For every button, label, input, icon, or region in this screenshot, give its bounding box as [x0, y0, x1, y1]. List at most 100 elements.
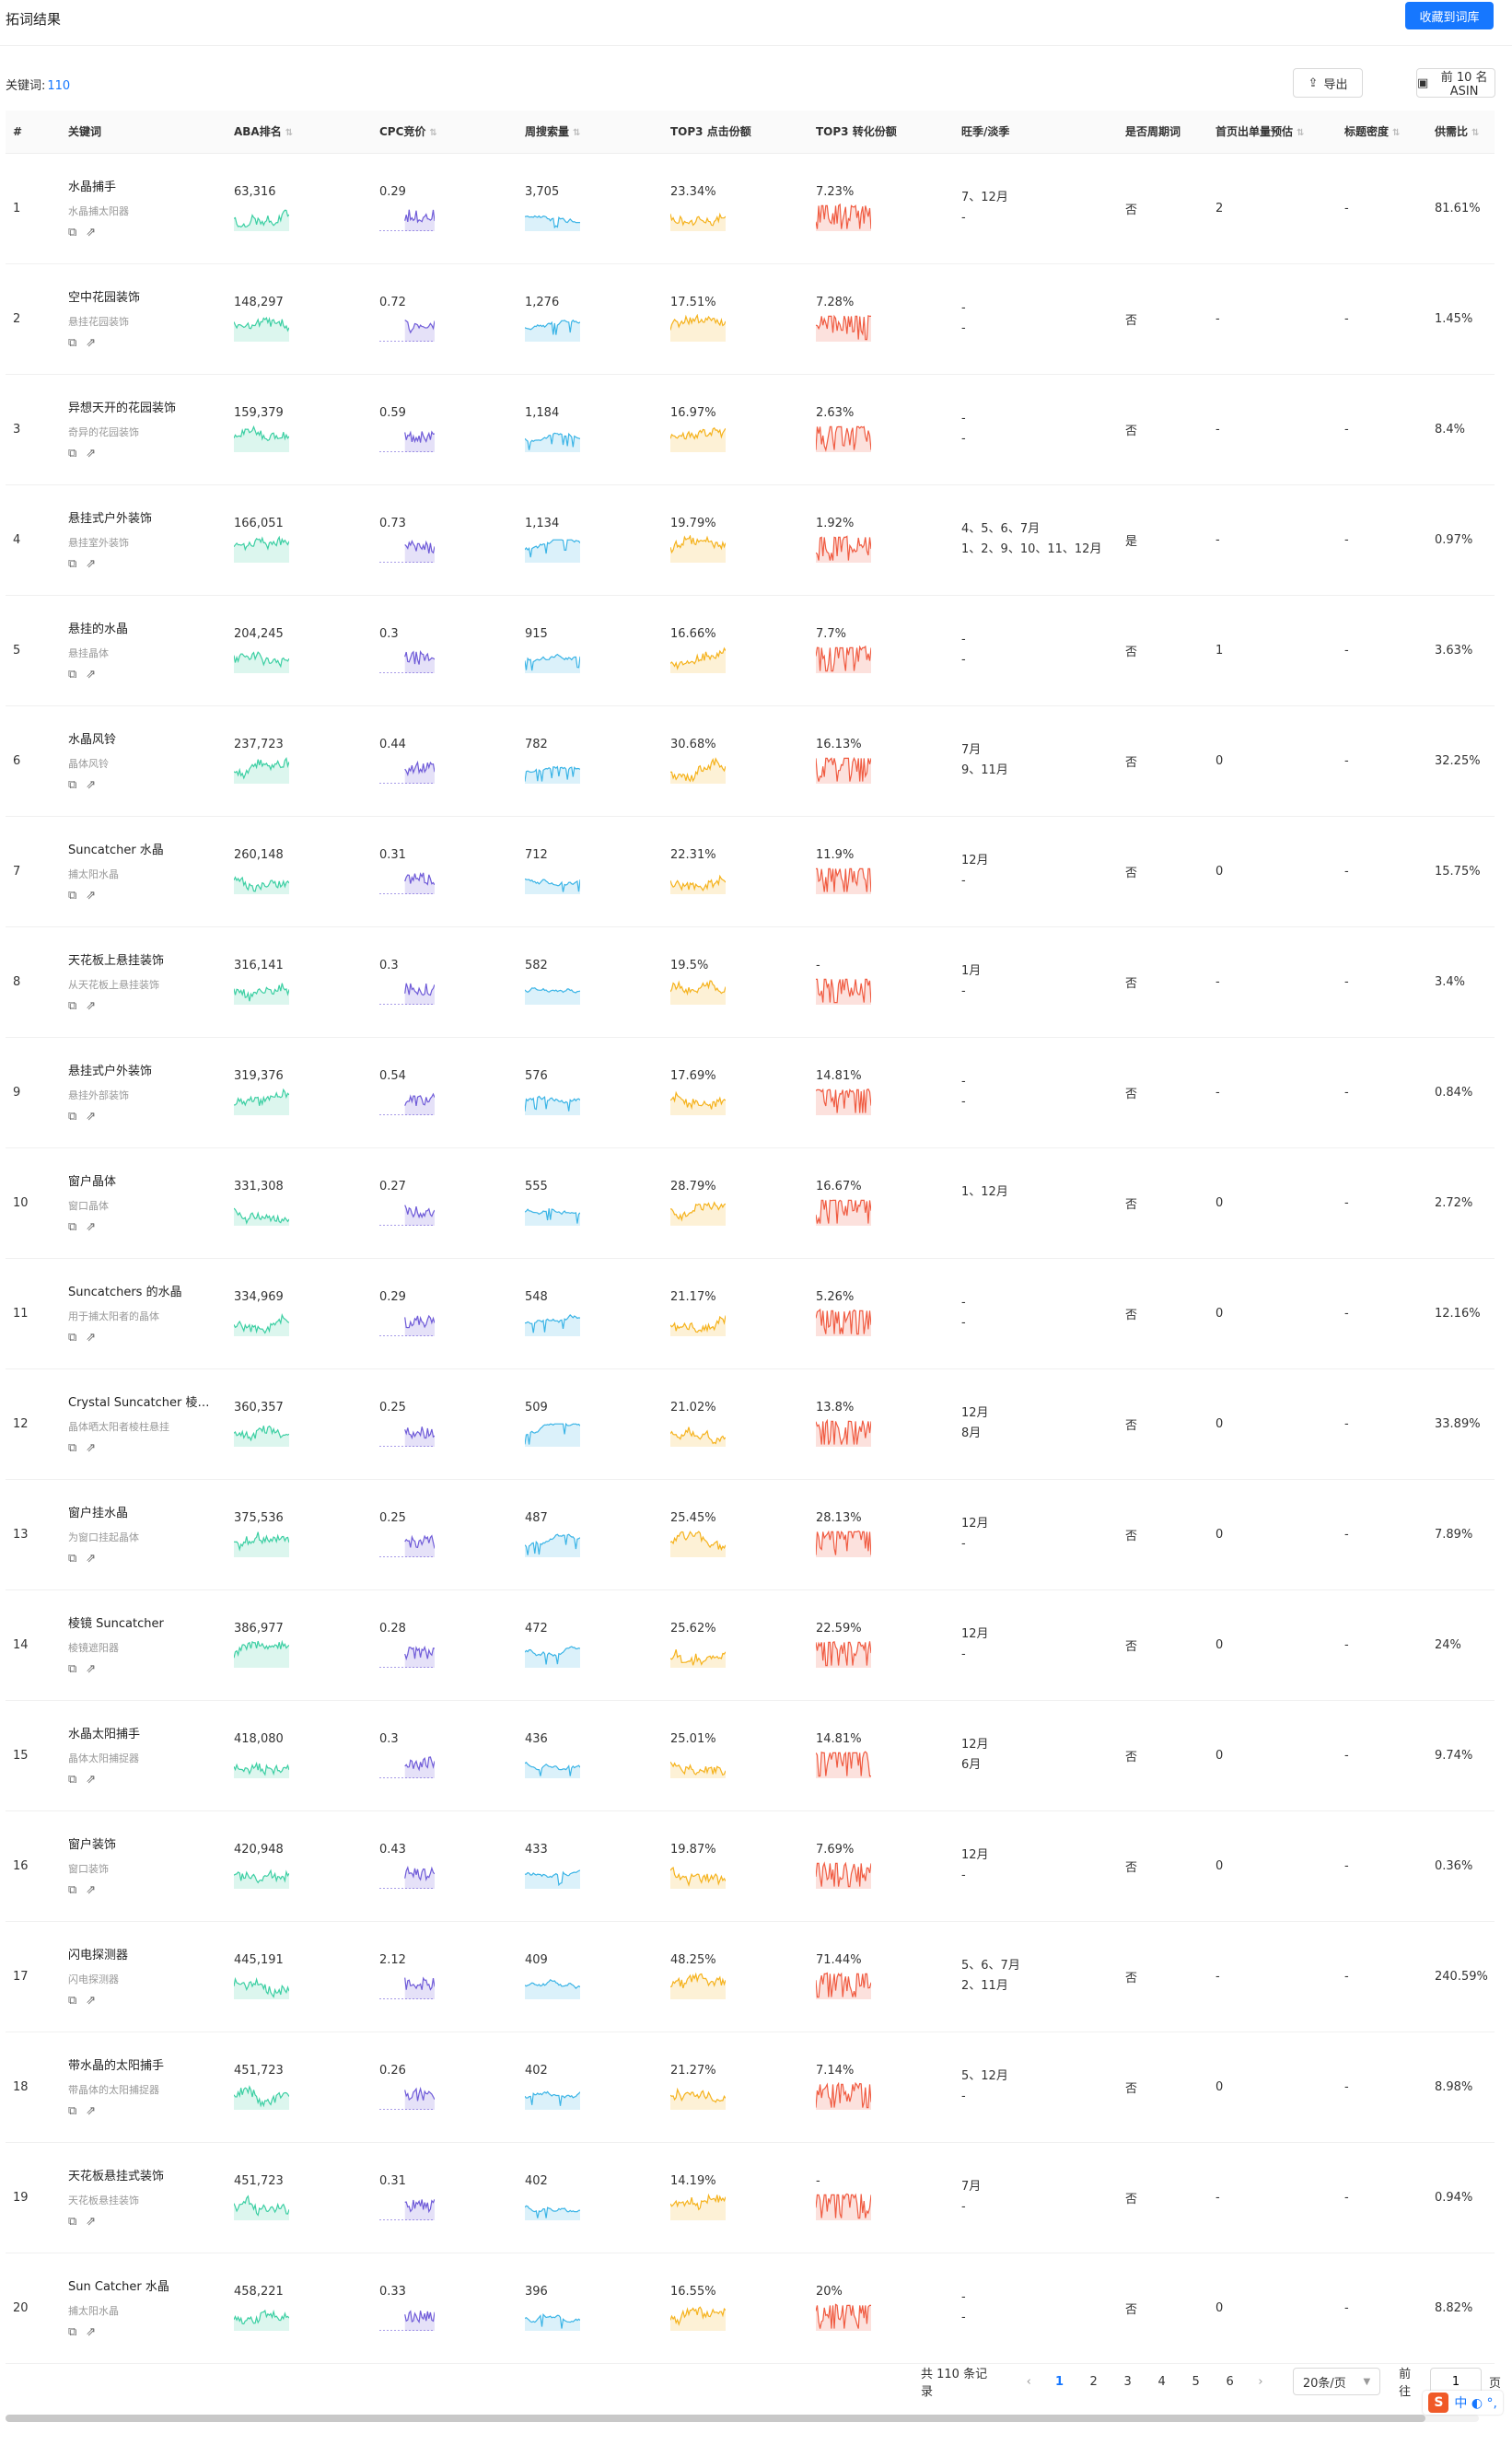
keyword-text[interactable]: 天花板上悬挂装饰	[68, 954, 165, 968]
horizontal-scrollbar[interactable]	[6, 2415, 1479, 2422]
copy-icon[interactable]: ⧉	[68, 557, 77, 571]
keyword-text[interactable]: 悬挂的水晶	[68, 623, 129, 636]
share-icon[interactable]: ⇗	[86, 999, 97, 1013]
title-density: -	[1344, 311, 1349, 326]
keyword-text[interactable]: 棱镜 Suncatcher	[68, 1617, 164, 1631]
prev-page-icon[interactable]: ‹	[1026, 2374, 1031, 2389]
copy-icon[interactable]: ⧉	[68, 226, 77, 239]
keyword-text[interactable]: Sun Catcher 水晶	[68, 2280, 169, 2294]
keyword-text[interactable]: Suncatchers 的水晶	[68, 1286, 182, 1299]
col-header-first-page[interactable]: 首页出单量预估 ⇅	[1208, 111, 1337, 154]
copy-icon[interactable]: ⧉	[68, 1994, 77, 2008]
share-icon[interactable]: ⇗	[86, 1883, 97, 1897]
copy-icon[interactable]: ⧉	[68, 1110, 77, 1124]
sort-icon[interactable]: ⇅	[285, 128, 294, 139]
copy-icon[interactable]: ⧉	[68, 447, 77, 460]
share-icon[interactable]: ⇗	[86, 1110, 97, 1124]
share-icon[interactable]: ⇗	[86, 1552, 97, 1566]
keyword-text[interactable]: 窗户晶体	[68, 1175, 117, 1189]
copy-icon[interactable]: ⧉	[68, 1662, 77, 1676]
copy-icon[interactable]: ⧉	[68, 889, 77, 902]
keyword-text[interactable]: 空中花园装饰	[68, 291, 141, 305]
page-number[interactable]: 1	[1055, 2374, 1064, 2389]
top3-conv-share-value: 28.13%	[816, 1511, 862, 1525]
copy-icon[interactable]: ⧉	[68, 778, 77, 792]
keyword-text[interactable]: 带水晶的太阳捕手	[68, 2059, 165, 2073]
weekly-search-value: 402	[525, 2064, 548, 2078]
keyword-text[interactable]: 悬挂式户外装饰	[68, 1065, 153, 1078]
keyword-text[interactable]: 水晶风铃	[68, 733, 117, 747]
page-number[interactable]: 3	[1123, 2374, 1132, 2389]
page-number[interactable]: 5	[1192, 2374, 1200, 2389]
weekly-search-sparkline	[525, 215, 580, 231]
copy-icon[interactable]: ⧉	[68, 2325, 77, 2339]
keyword-text[interactable]: Suncatcher 水晶	[68, 844, 164, 857]
share-icon[interactable]: ⇗	[86, 668, 97, 681]
sort-icon[interactable]: ⇅	[573, 128, 581, 139]
share-icon[interactable]: ⇗	[86, 2215, 97, 2229]
scrollbar-thumb[interactable]	[6, 2415, 1425, 2422]
export-button[interactable]: ⇪ 导出	[1293, 68, 1363, 98]
season-cell: 7月 -	[954, 2142, 1118, 2253]
copy-icon[interactable]: ⧉	[68, 1331, 77, 1345]
copy-icon[interactable]: ⧉	[68, 1220, 77, 1234]
keyword-text[interactable]: 闪电探测器	[68, 1949, 129, 1962]
share-icon[interactable]: ⇗	[86, 2325, 97, 2339]
share-icon[interactable]: ⇗	[86, 336, 97, 350]
aba-rank-cell: 148,297	[227, 263, 372, 374]
keyword-text[interactable]: 悬挂式户外装饰	[68, 512, 153, 526]
sort-icon[interactable]: ⇅	[429, 128, 437, 139]
share-icon[interactable]: ⇗	[86, 226, 97, 239]
page-number[interactable]: 6	[1226, 2374, 1234, 2389]
keyword-text[interactable]: 水晶捕手	[68, 180, 117, 194]
keyword-text[interactable]: 异想天开的花园装饰	[68, 402, 177, 415]
copy-icon[interactable]: ⧉	[68, 336, 77, 350]
share-icon[interactable]: ⇗	[86, 778, 97, 792]
share-icon[interactable]: ⇗	[86, 447, 97, 460]
cpc-bid-cell: 0.73	[372, 484, 518, 595]
sogou-logo-icon: S	[1428, 2393, 1449, 2413]
ime-toolbar[interactable]: S 中 ◐ °,	[1423, 2391, 1503, 2415]
top10-asin-button[interactable]: ▣ 前 10 名 ASIN	[1416, 68, 1495, 99]
copy-icon[interactable]: ⧉	[68, 1883, 77, 1897]
copy-icon[interactable]: ⧉	[68, 2215, 77, 2229]
sort-icon[interactable]: ⇅	[1392, 128, 1401, 139]
keyword-text[interactable]: 窗户挂水晶	[68, 1507, 129, 1520]
sort-icon[interactable]: ⇅	[1297, 128, 1305, 139]
page-size-select[interactable]: 20条/页 ▼	[1292, 2368, 1381, 2395]
col-header-cpc[interactable]: CPC竞价 ⇅	[372, 111, 518, 154]
row-index: 8	[13, 974, 21, 989]
keyword-text[interactable]: Crystal Suncatcher 棱…	[68, 1396, 210, 1410]
page-number[interactable]: 2	[1089, 2374, 1098, 2389]
share-icon[interactable]: ⇗	[86, 1220, 97, 1234]
share-icon[interactable]: ⇗	[86, 1994, 97, 2008]
save-to-library-button[interactable]: 收藏到词库	[1405, 2, 1494, 29]
copy-icon[interactable]: ⧉	[68, 1441, 77, 1455]
sort-icon[interactable]: ⇅	[1471, 128, 1480, 139]
keyword-text[interactable]: 天花板悬挂式装饰	[68, 2170, 165, 2183]
copy-icon[interactable]: ⧉	[68, 668, 77, 681]
col-header-search[interactable]: 周搜索量 ⇅	[518, 111, 663, 154]
col-header-density[interactable]: 标题密度 ⇅	[1337, 111, 1427, 154]
cycle-word: 否	[1125, 313, 1138, 328]
share-icon[interactable]: ⇗	[86, 557, 97, 571]
share-icon[interactable]: ⇗	[86, 1331, 97, 1345]
share-icon[interactable]: ⇗	[86, 2104, 97, 2118]
share-icon[interactable]: ⇗	[86, 1441, 97, 1455]
title-density: -	[1344, 422, 1349, 437]
next-page-icon[interactable]: ›	[1258, 2374, 1263, 2389]
share-icon[interactable]: ⇗	[86, 1662, 97, 1676]
page-number[interactable]: 4	[1157, 2374, 1166, 2389]
col-header-aba[interactable]: ABA排名 ⇅	[227, 111, 372, 154]
copy-icon[interactable]: ⧉	[68, 1552, 77, 1566]
keyword-translation: 悬挂室外装饰	[68, 537, 129, 549]
top3-conv-share-sparkline	[816, 425, 871, 452]
copy-icon[interactable]: ⧉	[68, 1773, 77, 1787]
copy-icon[interactable]: ⧉	[68, 2104, 77, 2118]
keyword-text[interactable]: 窗户装饰	[68, 1838, 117, 1852]
copy-icon[interactable]: ⧉	[68, 999, 77, 1013]
share-icon[interactable]: ⇗	[86, 1773, 97, 1787]
col-header-ratio[interactable]: 供需比 ⇅	[1427, 111, 1495, 154]
share-icon[interactable]: ⇗	[86, 889, 97, 902]
keyword-text[interactable]: 水晶太阳捕手	[68, 1728, 141, 1741]
